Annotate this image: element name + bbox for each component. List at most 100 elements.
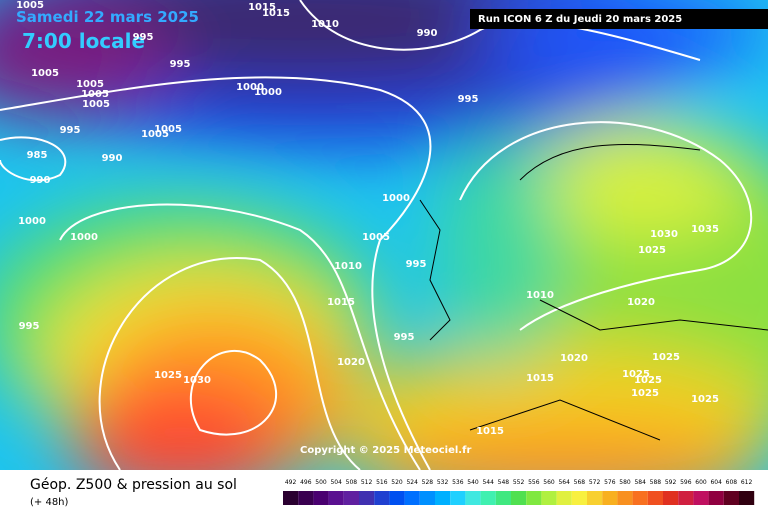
isobar-label: 995 xyxy=(19,321,40,332)
copyright: Copyright © 2025 Meteociel.fr xyxy=(300,445,471,456)
run-banner xyxy=(470,9,768,29)
scale-swatch xyxy=(298,491,314,505)
scale-label: 496 xyxy=(300,479,312,486)
scale-label: 612 xyxy=(741,479,753,486)
scale-swatch xyxy=(283,491,299,505)
isobar-label: 1020 xyxy=(337,357,365,368)
scale-label: 504 xyxy=(330,479,342,486)
scale-swatch xyxy=(541,491,557,505)
scale-label: 536 xyxy=(452,479,464,486)
scale-swatch xyxy=(450,491,466,505)
scale-label: 552 xyxy=(513,479,525,486)
isobar-label: 1025 xyxy=(691,394,719,405)
isobar-label: 1030 xyxy=(183,375,211,386)
scale-swatch xyxy=(647,491,663,505)
scale-label: 516 xyxy=(376,479,388,486)
isobar-label: 1010 xyxy=(334,261,362,272)
scale-swatch xyxy=(328,491,344,505)
isobar-label: 1025 xyxy=(638,245,666,256)
isobar-label: 1005 xyxy=(141,129,169,140)
isobar-label: 1030 xyxy=(650,229,678,240)
isobar-label: 1005 xyxy=(31,68,59,79)
isobar-label: 1005 xyxy=(362,232,390,243)
scale-label: 600 xyxy=(695,479,707,486)
scale-swatch xyxy=(404,491,420,505)
scale-swatch xyxy=(663,491,679,505)
isobar-label: 1000 xyxy=(18,216,46,227)
scale-label: 540 xyxy=(467,479,479,486)
scale-label: 524 xyxy=(406,479,418,486)
scale-label: 528 xyxy=(422,479,434,486)
isobar-label: 995 xyxy=(406,259,427,270)
scale-swatch xyxy=(587,491,603,505)
time: 7:00 locale xyxy=(22,29,145,53)
scale-swatch xyxy=(419,491,435,505)
scale-label: 548 xyxy=(498,479,510,486)
isobars xyxy=(0,0,753,471)
isobar-label: 1005 xyxy=(81,89,109,100)
isobar-label: 1010 xyxy=(526,290,554,301)
scale-label: 512 xyxy=(361,479,373,486)
isobar-label: 990 xyxy=(417,28,438,39)
scale-label: 564 xyxy=(558,479,570,486)
isobar-label: 1025 xyxy=(652,352,680,363)
scale-swatch xyxy=(480,491,496,505)
isobar-label: 1020 xyxy=(627,297,655,308)
scale-swatch xyxy=(511,491,527,505)
scale-label: 560 xyxy=(543,479,555,486)
isobar-label: 1005 xyxy=(154,124,182,135)
isobar-label: 995 xyxy=(133,32,154,43)
scale-swatch xyxy=(708,491,724,505)
scale-swatch xyxy=(389,491,405,505)
isobar-label: 995 xyxy=(170,59,191,70)
scale-label: 520 xyxy=(391,479,403,486)
scale-swatch xyxy=(602,491,618,505)
scale-swatch xyxy=(632,491,648,505)
isobar-label: 1005 xyxy=(76,79,104,90)
color-scale: 492 496 500 504 508 512 516 520 524 528 532 536 540 5… xyxy=(283,479,755,505)
isobar-label: 990 xyxy=(30,175,51,186)
scale-swatch xyxy=(693,491,709,505)
isobar-label: 1025 xyxy=(154,370,182,381)
scale-swatch xyxy=(465,491,481,505)
coastlines xyxy=(419,143,768,441)
scale-label: 500 xyxy=(315,479,327,486)
scale-swatch xyxy=(571,491,587,505)
scale-label: 544 xyxy=(482,479,494,486)
scale-swatch xyxy=(495,491,511,505)
scale-swatch xyxy=(343,491,359,505)
scale-label: 568 xyxy=(574,479,586,486)
scale-swatch xyxy=(435,491,451,505)
lead-time: (+ 48h) xyxy=(30,497,69,508)
scale-label: 556 xyxy=(528,479,540,486)
isobar-label: 985 xyxy=(27,150,48,161)
scale-label: 608 xyxy=(726,479,738,486)
scale-label: 588 xyxy=(650,479,662,486)
isobar-label: 1015 xyxy=(262,8,290,19)
isobar-label: 1010 xyxy=(311,19,339,30)
isobar-label: 1035 xyxy=(691,224,719,235)
isobar-label: 995 xyxy=(458,94,479,105)
run-info: Run ICON 6 Z du Jeudi 20 mars 2025 xyxy=(478,14,682,25)
isobar-label: 995 xyxy=(394,332,415,343)
scale-swatch xyxy=(723,491,739,505)
scale-label: 508 xyxy=(346,479,358,486)
isobar-label: 990 xyxy=(102,153,123,164)
scale-label: 492 xyxy=(285,479,297,486)
legend-title: Géop. Z500 & pression au sol xyxy=(30,477,237,493)
isobar-label: 1025 xyxy=(631,388,659,399)
isobar-label: 1020 xyxy=(560,353,588,364)
scale-swatch xyxy=(617,491,633,505)
date: Samedi 22 mars 2025 xyxy=(16,8,199,26)
scale-label: 532 xyxy=(437,479,449,486)
scale-swatch xyxy=(313,491,329,505)
isobar-label: 1015 xyxy=(327,297,355,308)
scale-swatch xyxy=(526,491,542,505)
isobar-label: 1000 xyxy=(382,193,410,204)
isobar-label: 1005 xyxy=(82,99,110,110)
isobar-label: 1000 xyxy=(236,82,264,93)
scale-swatch xyxy=(678,491,694,505)
